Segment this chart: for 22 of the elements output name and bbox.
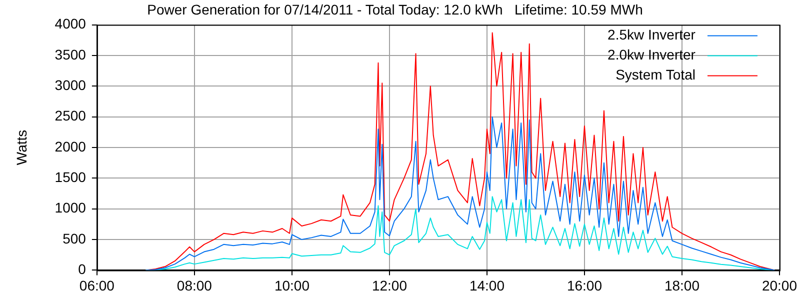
legend-label: 2.5kw Inverter (608, 26, 696, 43)
chart-title: Power Generation for 07/14/2011 - Total Today: 12.0 kWh Lifetime: 10.59 MWh (147, 1, 643, 18)
y-tick-label: 0 (78, 261, 86, 278)
legend-label: 2.0kw Inverter (608, 46, 696, 63)
y-tick-label: 1000 (54, 200, 86, 216)
x-tick-label: 08:00 (176, 277, 212, 294)
x-tick-label: 20:00 (762, 277, 798, 294)
legend-label: System Total (616, 66, 696, 83)
x-tick-label: 12:00 (372, 277, 408, 294)
y-axis-title: Watts (13, 130, 30, 166)
y-tick-label: 2500 (54, 108, 86, 124)
y-tick-label: 2000 (54, 138, 86, 154)
y-tick-label: 500 (62, 230, 86, 246)
x-tick-label: 16:00 (566, 277, 602, 294)
y-tick-label: 3000 (54, 77, 86, 94)
x-tick-label: 06:00 (79, 277, 115, 294)
y-tick-label: 4000 (54, 16, 86, 32)
x-tick-label: 10:00 (274, 277, 310, 294)
y-tick-label: 3500 (54, 46, 86, 62)
x-tick-label: 18:00 (664, 277, 700, 294)
x-tick-label: 14:00 (469, 277, 505, 294)
y-tick-label: 1500 (54, 169, 86, 186)
